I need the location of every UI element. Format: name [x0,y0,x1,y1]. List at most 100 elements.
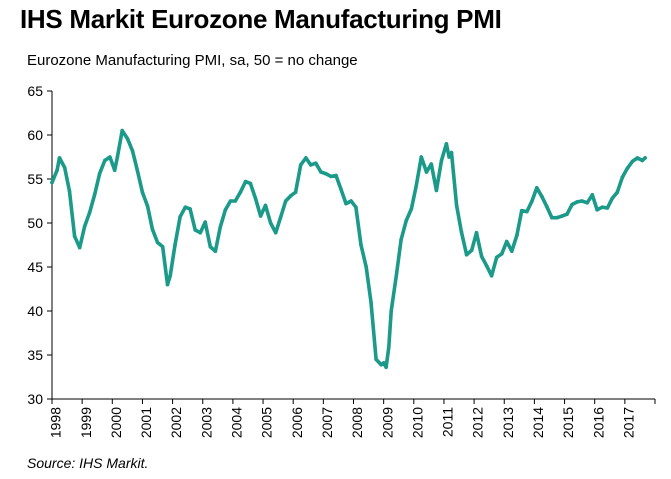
x-tick-label: 2003 [198,407,214,438]
series-points [50,128,647,370]
data-point [130,149,135,153]
data-point [615,190,620,194]
x-tick-label: 1999 [78,407,94,438]
data-point [93,192,97,196]
data-point [87,210,92,215]
data-point [434,188,439,193]
data-point [424,170,429,174]
x-tick-label: 2011 [440,407,456,437]
data-point [258,214,263,218]
data-point [243,179,248,184]
data-point [165,282,170,287]
data-point [630,159,635,164]
data-point [198,230,203,235]
data-point [550,215,554,220]
data-point [387,345,391,349]
y-tick-label: 50 [27,215,43,231]
data-point [319,170,323,174]
data-point [324,171,328,176]
x-tick-label: 2010 [409,407,425,438]
data-point [354,205,358,209]
data-point [595,208,599,212]
data-point [145,204,150,209]
data-point [67,189,72,194]
data-point [585,201,589,205]
data-point [334,173,338,178]
data-point [374,357,378,362]
data-point [349,199,353,203]
data-point [449,150,454,155]
data-point [643,156,647,160]
chart-title: IHS Markit Eurozone Manufacturing PMI [20,4,502,34]
y-tick-label: 35 [27,347,43,363]
y-tick-label: 40 [27,303,43,319]
data-point [525,209,529,214]
y-tick-label: 55 [27,171,43,187]
data-point [530,199,534,203]
data-point [173,243,177,247]
data-point [208,245,213,249]
data-point [419,155,424,159]
data-point [404,218,409,223]
data-point [560,214,564,218]
data-point [565,212,569,216]
data-point [218,225,222,230]
data-point [50,180,54,185]
chart-subtitle: Eurozone Manufacturing PMI, sa, 50 = no … [27,52,358,69]
data-point [283,199,288,203]
data-point [454,203,459,208]
data-point [77,245,82,250]
data-point [381,361,386,365]
data-point [389,309,394,313]
x-axis: 1998 1999 2000 2001 2002 2003 2004 2005 2006 2007… [48,398,656,438]
data-point [298,163,303,167]
data-point [580,199,584,203]
data-point [233,199,238,203]
source-note: Source: IHS Markit. [27,455,149,471]
data-point [474,230,479,235]
data-point [600,205,604,209]
data-point [414,184,419,188]
data-point [168,274,172,278]
data-point [464,252,469,257]
data-point [329,174,333,179]
data-point [160,245,165,249]
x-tick-label: 2012 [470,407,486,438]
data-point [273,230,278,235]
data-point [485,264,489,268]
data-point [384,365,388,370]
data-point [308,163,313,167]
data-point [213,249,218,253]
data-point [535,186,539,190]
data-point [515,233,519,238]
data-point [605,206,610,210]
data-point [82,224,87,229]
data-point [364,265,369,269]
data-point [545,205,549,209]
data-point [504,239,509,244]
data-point [610,196,614,201]
data-point [519,208,524,213]
data-point [278,215,283,220]
x-tick-label: 2013 [500,407,516,438]
x-tick-label: 2015 [560,407,576,438]
data-point [394,274,399,278]
x-tick-label: 2004 [229,407,245,438]
data-point [500,252,504,256]
x-tick-label: 2014 [530,407,546,438]
x-tick-label: 1998 [48,407,64,438]
data-point [223,208,228,212]
data-point [57,156,62,160]
y-axis: 65 60 55 50 45 40 35 30 [27,83,53,407]
data-point [188,207,192,211]
data-point [268,221,273,225]
data-point [555,215,559,220]
data-point [304,156,308,160]
data-point [575,200,579,204]
data-point [238,190,243,194]
data-point [399,237,403,242]
x-tick-label: 2001 [138,407,154,438]
data-point [62,165,67,170]
y-tick-label: 45 [27,259,43,275]
data-point [469,248,474,253]
